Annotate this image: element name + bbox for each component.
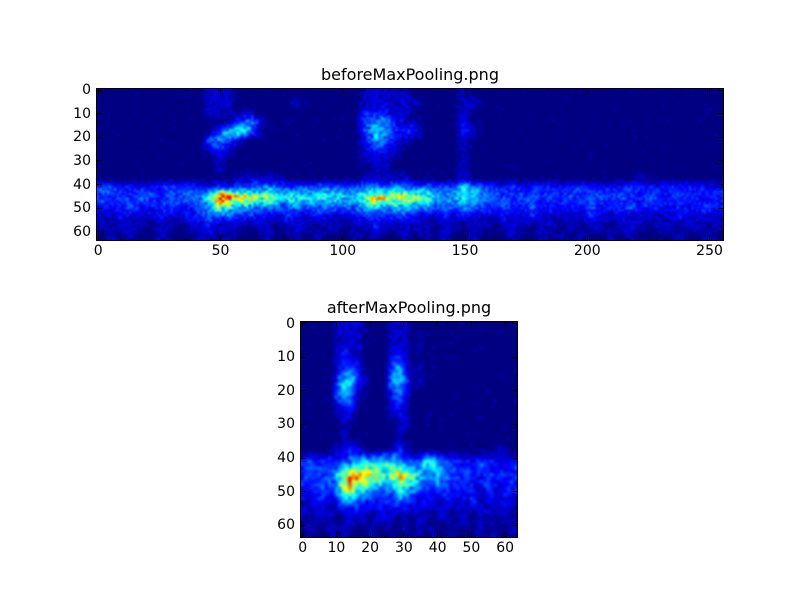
heatmap-image [301, 322, 517, 537]
heatmap-image [97, 89, 723, 240]
x-tick-label: 50 [211, 243, 230, 259]
y-tick-label: 0 [286, 315, 295, 332]
y-tick-label: 20 [277, 382, 295, 399]
y-tick-label: 60 [73, 223, 91, 240]
subplot-after-max-pooling: afterMaxPooling.png 0 10 20 30 40 50 60 0 10 20 30… [277, 300, 518, 556]
y-tick-label: 0 [82, 82, 91, 99]
y-tick-label: 10 [277, 349, 295, 366]
x-tick-label: 100 [329, 243, 357, 259]
y-tick-label: 60 [277, 517, 295, 534]
y-tick-label: 40 [73, 176, 91, 193]
x-tick-label: 0 [298, 540, 308, 556]
y-tick-label: 30 [277, 416, 295, 433]
x-tick-label: 200 [573, 243, 601, 259]
x-tick-label: 0 [93, 243, 103, 259]
y-tick-label: 50 [277, 483, 295, 500]
x-tick-label: 150 [451, 243, 479, 259]
x-tick-label: 60 [496, 540, 515, 556]
y-tick-label: 30 [73, 152, 91, 169]
y-tick-label: 40 [277, 450, 295, 467]
plot-title: beforeMaxPooling.png [321, 65, 499, 84]
x-tick-label: 10 [327, 540, 346, 556]
x-tick-label: 40 [428, 540, 447, 556]
plot-title: afterMaxPooling.png [326, 298, 492, 317]
y-tick-label: 10 [73, 105, 91, 122]
x-tick-label: 50 [462, 540, 481, 556]
y-tick-label: 20 [73, 129, 91, 146]
subplot-before-max-pooling: beforeMaxPooling.png 0 50 100 150 200 250 0 10 2… [73, 67, 724, 259]
x-tick-label: 30 [395, 540, 413, 556]
x-tick-label: 250 [696, 243, 723, 259]
x-tick-label: 20 [361, 540, 380, 556]
y-tick-label: 50 [73, 200, 91, 217]
